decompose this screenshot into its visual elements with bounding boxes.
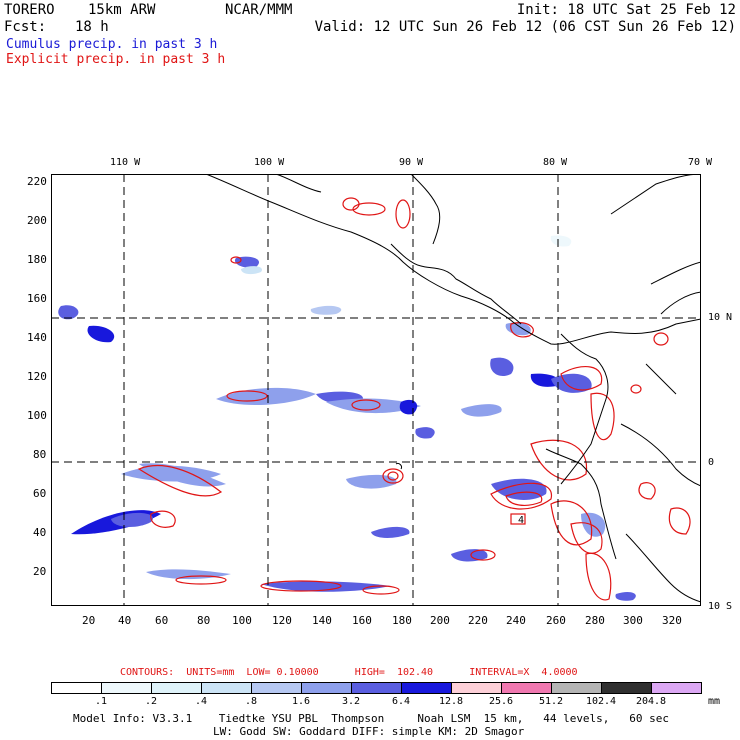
x-tick-20: 20 — [82, 614, 96, 627]
lat-lon-grid — [51, 174, 701, 606]
y-tick-40: 40 — [33, 526, 47, 539]
y-tick-180: 180 — [27, 253, 47, 266]
cb-label-0: .1 — [94, 696, 108, 707]
colorbar-swatch-5 — [302, 683, 352, 693]
cb-label-7: 12.8 — [438, 696, 464, 707]
legend-cumulus: Cumulus precip. in past 3 h — [6, 37, 218, 52]
valid-time: Valid: 12 UTC Sun 26 Feb 12 (06 CST Sun … — [314, 19, 736, 35]
y-tick-20: 20 — [33, 565, 47, 578]
model-info-line1: Model Info: V3.3.1 Tiedtke YSU PBL Thomp… — [73, 712, 670, 725]
colorbar — [51, 682, 702, 694]
forecast-hours: 18 h — [75, 19, 109, 35]
colorbar-swatch-3 — [202, 683, 252, 693]
forecast-label: Fcst: — [4, 19, 47, 35]
lat-label-10n: 10 N — [708, 312, 733, 323]
x-tick-80: 80 — [197, 614, 211, 627]
x-tick-240: 240 — [506, 614, 526, 627]
x-tick-280: 280 — [585, 614, 605, 627]
x-tick-300: 300 — [623, 614, 643, 627]
cb-label-4: 1.6 — [291, 696, 311, 707]
y-tick-120: 120 — [27, 370, 47, 383]
cb-label-10: 102.4 — [585, 696, 617, 707]
model-center: NCAR/MMM — [225, 2, 293, 18]
model-info-line2: LW: Godd SW: Goddard DIFF: simple KM: 2D… — [213, 725, 525, 738]
colorbar-swatch-10 — [552, 683, 602, 693]
coastlines — [205, 174, 701, 603]
cb-label-2: .4 — [194, 696, 208, 707]
colorbar-swatch-12 — [652, 683, 701, 693]
x-tick-200: 200 — [430, 614, 450, 627]
y-tick-80: 80 — [33, 448, 47, 461]
lon-label-70w: 70 W — [688, 157, 713, 168]
lat-label-10s: 10 S — [708, 601, 733, 612]
explicit-precip-contours — [137, 197, 691, 601]
colorbar-swatch-7 — [402, 683, 452, 693]
model-resolution: 15km ARW — [88, 2, 156, 18]
cb-label-6: 6.4 — [391, 696, 411, 707]
max-value-marker: 4 — [518, 515, 524, 526]
x-tick-320: 320 — [662, 614, 682, 627]
x-tick-260: 260 — [546, 614, 566, 627]
cb-label-5: 3.2 — [341, 696, 361, 707]
cumulus-precip-shading — [58, 235, 636, 601]
cb-label-3: .8 — [244, 696, 258, 707]
lon-label-110w: 110 W — [110, 157, 141, 168]
legend-explicit: Explicit precip. in past 3 h — [6, 52, 226, 67]
x-tick-100: 100 — [232, 614, 252, 627]
y-tick-100: 100 — [27, 409, 47, 422]
y-tick-200: 200 — [27, 214, 47, 227]
lat-label-0: 0 — [708, 457, 715, 468]
lon-label-90w: 90 W — [399, 157, 424, 168]
y-tick-60: 60 — [33, 487, 47, 500]
contours-info: CONTOURS: UNITS=mm LOW= 0.10000 HIGH= 10… — [120, 667, 578, 678]
colorbar-swatch-11 — [602, 683, 652, 693]
colorbar-swatch-1 — [102, 683, 152, 693]
cb-label-1: .2 — [144, 696, 158, 707]
x-tick-140: 140 — [312, 614, 332, 627]
colorbar-swatch-9 — [502, 683, 552, 693]
map-frame — [51, 174, 701, 606]
colorbar-swatch-2 — [152, 683, 202, 693]
cb-label-8: 25.6 — [488, 696, 514, 707]
colorbar-swatch-8 — [452, 683, 502, 693]
cb-label-9: 51.2 — [538, 696, 564, 707]
x-tick-60: 60 — [155, 614, 169, 627]
y-tick-140: 140 — [27, 331, 47, 344]
x-tick-40: 40 — [118, 614, 132, 627]
x-tick-220: 220 — [468, 614, 488, 627]
y-tick-160: 160 — [27, 292, 47, 305]
x-tick-180: 180 — [392, 614, 412, 627]
cb-label-11: 204.8 — [635, 696, 667, 707]
y-tick-220: 220 — [27, 175, 47, 188]
colorbar-swatch-6 — [352, 683, 402, 693]
precipitation-map: 4 — [51, 174, 701, 606]
lon-label-100w: 100 W — [254, 157, 285, 168]
colorbar-swatch-0 — [52, 683, 102, 693]
colorbar-swatch-4 — [252, 683, 302, 693]
lon-label-80w: 80 W — [543, 157, 568, 168]
init-time: Init: 18 UTC Sat 25 Feb 12 — [516, 2, 736, 18]
cb-unit: mm — [708, 696, 721, 707]
x-tick-120: 120 — [272, 614, 292, 627]
model-name: TORERO — [4, 2, 55, 18]
x-tick-160: 160 — [352, 614, 372, 627]
